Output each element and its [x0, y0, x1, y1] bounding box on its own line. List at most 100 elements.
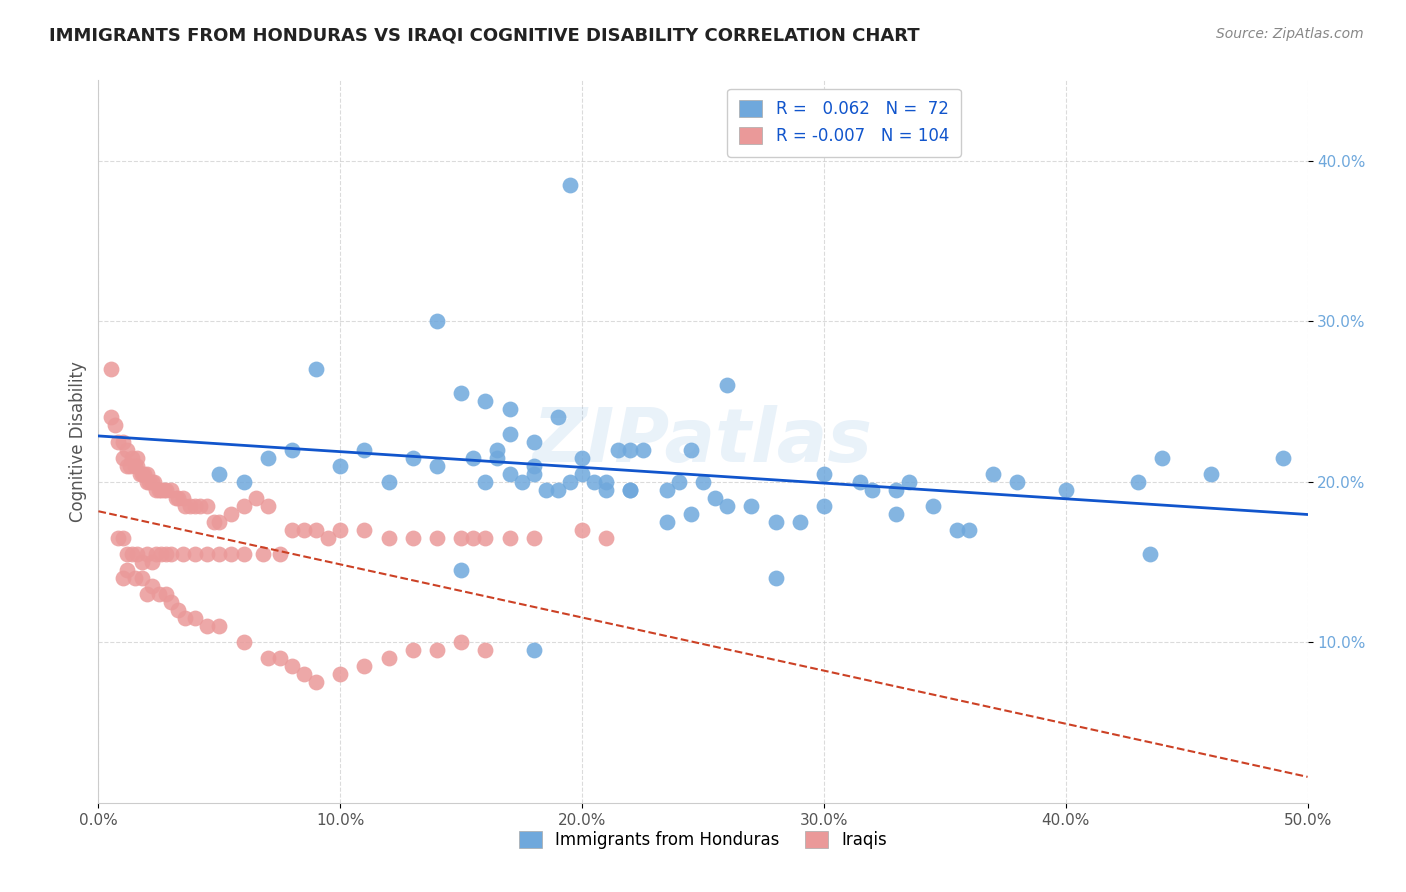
Point — [107, 434, 129, 449]
Point — [111, 434, 134, 449]
Point — [121, 450, 143, 465]
Point — [148, 587, 170, 601]
Point — [184, 499, 207, 513]
Point — [184, 547, 207, 561]
Point — [281, 659, 304, 673]
Point — [269, 547, 291, 561]
Point — [256, 499, 278, 513]
Point — [353, 659, 375, 673]
Point — [174, 499, 197, 513]
Point — [221, 547, 243, 561]
Point — [813, 499, 835, 513]
Point — [174, 611, 197, 625]
Point — [172, 547, 194, 561]
Point — [523, 643, 546, 657]
Point — [765, 515, 787, 529]
Point — [232, 499, 254, 513]
Point — [547, 410, 569, 425]
Point — [329, 523, 352, 537]
Point — [135, 587, 157, 601]
Point — [534, 483, 557, 497]
Point — [195, 619, 218, 633]
Point — [117, 563, 139, 577]
Point — [1007, 475, 1029, 489]
Point — [450, 635, 472, 649]
Point — [135, 467, 157, 481]
Point — [121, 547, 143, 561]
Point — [150, 547, 173, 561]
Point — [208, 619, 231, 633]
Point — [1199, 467, 1222, 481]
Point — [292, 667, 315, 681]
Point — [145, 547, 167, 561]
Point — [981, 467, 1004, 481]
Point — [498, 531, 520, 545]
Point — [128, 467, 150, 481]
Point — [143, 475, 166, 489]
Point — [474, 643, 496, 657]
Point — [208, 547, 231, 561]
Point — [204, 515, 226, 529]
Point — [716, 499, 738, 513]
Point — [245, 491, 267, 505]
Point — [558, 178, 581, 192]
Point — [256, 450, 278, 465]
Point — [595, 531, 617, 545]
Point — [558, 475, 581, 489]
Point — [269, 651, 291, 665]
Point — [716, 378, 738, 392]
Point — [474, 531, 496, 545]
Point — [886, 483, 908, 497]
Point — [232, 635, 254, 649]
Point — [188, 499, 211, 513]
Point — [619, 483, 641, 497]
Point — [426, 458, 449, 473]
Point — [571, 523, 593, 537]
Point — [124, 458, 146, 473]
Point — [813, 467, 835, 481]
Point — [124, 571, 146, 585]
Point — [789, 515, 811, 529]
Point — [252, 547, 274, 561]
Point — [498, 426, 520, 441]
Point — [111, 571, 134, 585]
Point — [160, 595, 183, 609]
Point — [498, 402, 520, 417]
Point — [1272, 450, 1295, 465]
Point — [523, 531, 546, 545]
Point — [402, 643, 425, 657]
Point — [426, 643, 449, 657]
Point — [377, 475, 399, 489]
Point — [595, 483, 617, 497]
Point — [127, 450, 149, 465]
Point — [523, 467, 546, 481]
Point — [740, 499, 762, 513]
Point — [655, 483, 678, 497]
Point — [141, 475, 163, 489]
Point — [692, 475, 714, 489]
Point — [329, 667, 352, 681]
Point — [474, 394, 496, 409]
Point — [595, 475, 617, 489]
Point — [208, 515, 231, 529]
Point — [111, 531, 134, 545]
Point — [141, 555, 163, 569]
Text: ZIPatlas: ZIPatlas — [533, 405, 873, 478]
Point — [316, 531, 339, 545]
Point — [547, 483, 569, 497]
Point — [232, 475, 254, 489]
Point — [131, 555, 153, 569]
Point — [195, 547, 218, 561]
Point — [463, 450, 485, 465]
Point — [486, 442, 509, 457]
Point — [155, 587, 177, 601]
Point — [463, 531, 485, 545]
Point — [921, 499, 943, 513]
Point — [607, 442, 630, 457]
Point — [860, 483, 883, 497]
Point — [100, 362, 122, 376]
Point — [619, 483, 641, 497]
Point — [679, 442, 702, 457]
Point — [571, 467, 593, 481]
Point — [523, 434, 546, 449]
